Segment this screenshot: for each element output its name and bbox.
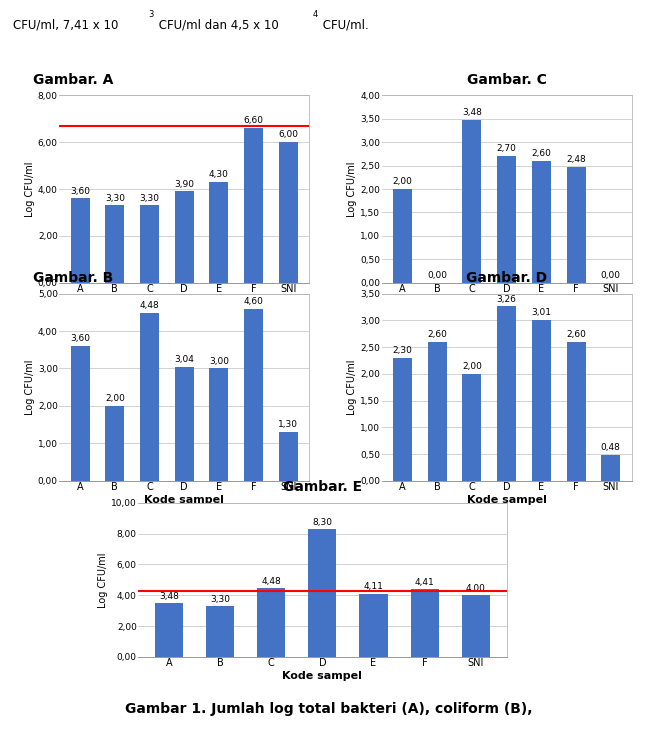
X-axis label: Kode sampel: Kode sampel: [467, 297, 547, 307]
Text: 2,00: 2,00: [462, 362, 482, 371]
Text: 3,90: 3,90: [174, 180, 194, 189]
Text: 6,00: 6,00: [278, 131, 298, 139]
Text: 4,00: 4,00: [466, 584, 486, 593]
Text: 3,00: 3,00: [209, 357, 229, 366]
Bar: [393, 189, 412, 283]
Text: 4,11: 4,11: [364, 582, 384, 592]
Bar: [209, 368, 228, 481]
Bar: [70, 198, 89, 283]
Bar: [140, 206, 159, 283]
Text: 4: 4: [313, 10, 318, 18]
Text: CFU/ml, 7,41 x 10: CFU/ml, 7,41 x 10: [13, 18, 118, 32]
Text: 4,48: 4,48: [261, 577, 281, 586]
Text: 3,60: 3,60: [70, 334, 90, 344]
Text: 3,30: 3,30: [210, 595, 230, 604]
Text: 4,60: 4,60: [243, 297, 264, 306]
Bar: [359, 594, 388, 657]
Bar: [209, 182, 228, 283]
Text: 2,70: 2,70: [497, 145, 517, 153]
Bar: [105, 406, 124, 481]
Bar: [463, 120, 482, 283]
Bar: [567, 342, 586, 481]
Text: 2,60: 2,60: [427, 330, 447, 339]
Text: 3,30: 3,30: [105, 194, 125, 203]
Text: 3,01: 3,01: [532, 308, 551, 317]
Bar: [463, 374, 482, 481]
Text: 0,00: 0,00: [601, 271, 620, 280]
Bar: [428, 342, 447, 481]
Text: 0,00: 0,00: [427, 271, 447, 280]
Text: Gambar. E: Gambar. E: [283, 480, 362, 494]
Text: 3,26: 3,26: [497, 294, 517, 304]
Text: 4,41: 4,41: [415, 578, 434, 586]
Bar: [567, 167, 586, 283]
Text: 3,48: 3,48: [462, 108, 482, 117]
Text: 2,00: 2,00: [393, 177, 413, 186]
Text: CFU/ml dan 4,5 x 10: CFU/ml dan 4,5 x 10: [155, 18, 278, 32]
Bar: [105, 206, 124, 283]
Bar: [462, 595, 490, 657]
Text: 3,60: 3,60: [70, 186, 90, 195]
Bar: [393, 357, 412, 481]
X-axis label: Kode sampel: Kode sampel: [144, 495, 224, 505]
Text: 4,30: 4,30: [209, 170, 229, 179]
Bar: [411, 589, 439, 657]
Text: Gambar. B: Gambar. B: [33, 271, 113, 285]
Text: Gambar. C: Gambar. C: [467, 73, 547, 87]
Y-axis label: Log CFU/ml: Log CFU/ml: [25, 360, 35, 415]
Text: 1,30: 1,30: [278, 421, 298, 429]
Text: 2,00: 2,00: [105, 394, 125, 403]
Bar: [174, 192, 194, 283]
Text: 2,60: 2,60: [566, 330, 586, 339]
Y-axis label: Log CFU/ml: Log CFU/ml: [347, 360, 357, 415]
Text: 8,30: 8,30: [313, 517, 332, 527]
Bar: [532, 161, 551, 283]
Text: CFU/ml.: CFU/ml.: [319, 18, 369, 32]
Bar: [206, 606, 234, 657]
Text: 2,60: 2,60: [532, 149, 551, 158]
Text: 4,48: 4,48: [139, 301, 159, 310]
Bar: [140, 313, 159, 481]
Bar: [244, 308, 263, 481]
Text: Gambar 1. Jumlah log total bakteri (A), coliform (B),: Gambar 1. Jumlah log total bakteri (A), …: [125, 702, 533, 716]
Text: 2,48: 2,48: [566, 155, 586, 164]
Bar: [279, 142, 298, 283]
Text: 3,48: 3,48: [159, 592, 179, 601]
Bar: [244, 128, 263, 283]
Bar: [497, 306, 517, 481]
X-axis label: Kode sampel: Kode sampel: [282, 671, 363, 681]
X-axis label: Kode sampel: Kode sampel: [144, 297, 224, 307]
X-axis label: Kode sampel: Kode sampel: [467, 495, 547, 505]
Text: Gambar. A: Gambar. A: [33, 73, 113, 87]
Text: 0,48: 0,48: [601, 443, 620, 452]
Text: 3,30: 3,30: [139, 194, 159, 203]
Bar: [174, 367, 194, 481]
Text: Gambar. D: Gambar. D: [466, 271, 547, 285]
Bar: [497, 156, 517, 283]
Text: 3,04: 3,04: [174, 355, 194, 364]
Bar: [155, 603, 183, 657]
Text: 3: 3: [148, 10, 153, 18]
Bar: [257, 588, 286, 657]
Text: 6,60: 6,60: [243, 117, 264, 126]
Text: 2,30: 2,30: [393, 346, 413, 355]
Bar: [70, 346, 89, 481]
Y-axis label: Log CFU/ml: Log CFU/ml: [98, 552, 109, 608]
Y-axis label: Log CFU/ml: Log CFU/ml: [347, 161, 357, 217]
Y-axis label: Log CFU/ml: Log CFU/ml: [25, 161, 35, 217]
Bar: [601, 455, 620, 481]
Bar: [532, 320, 551, 481]
Bar: [309, 529, 336, 657]
Bar: [279, 432, 298, 481]
